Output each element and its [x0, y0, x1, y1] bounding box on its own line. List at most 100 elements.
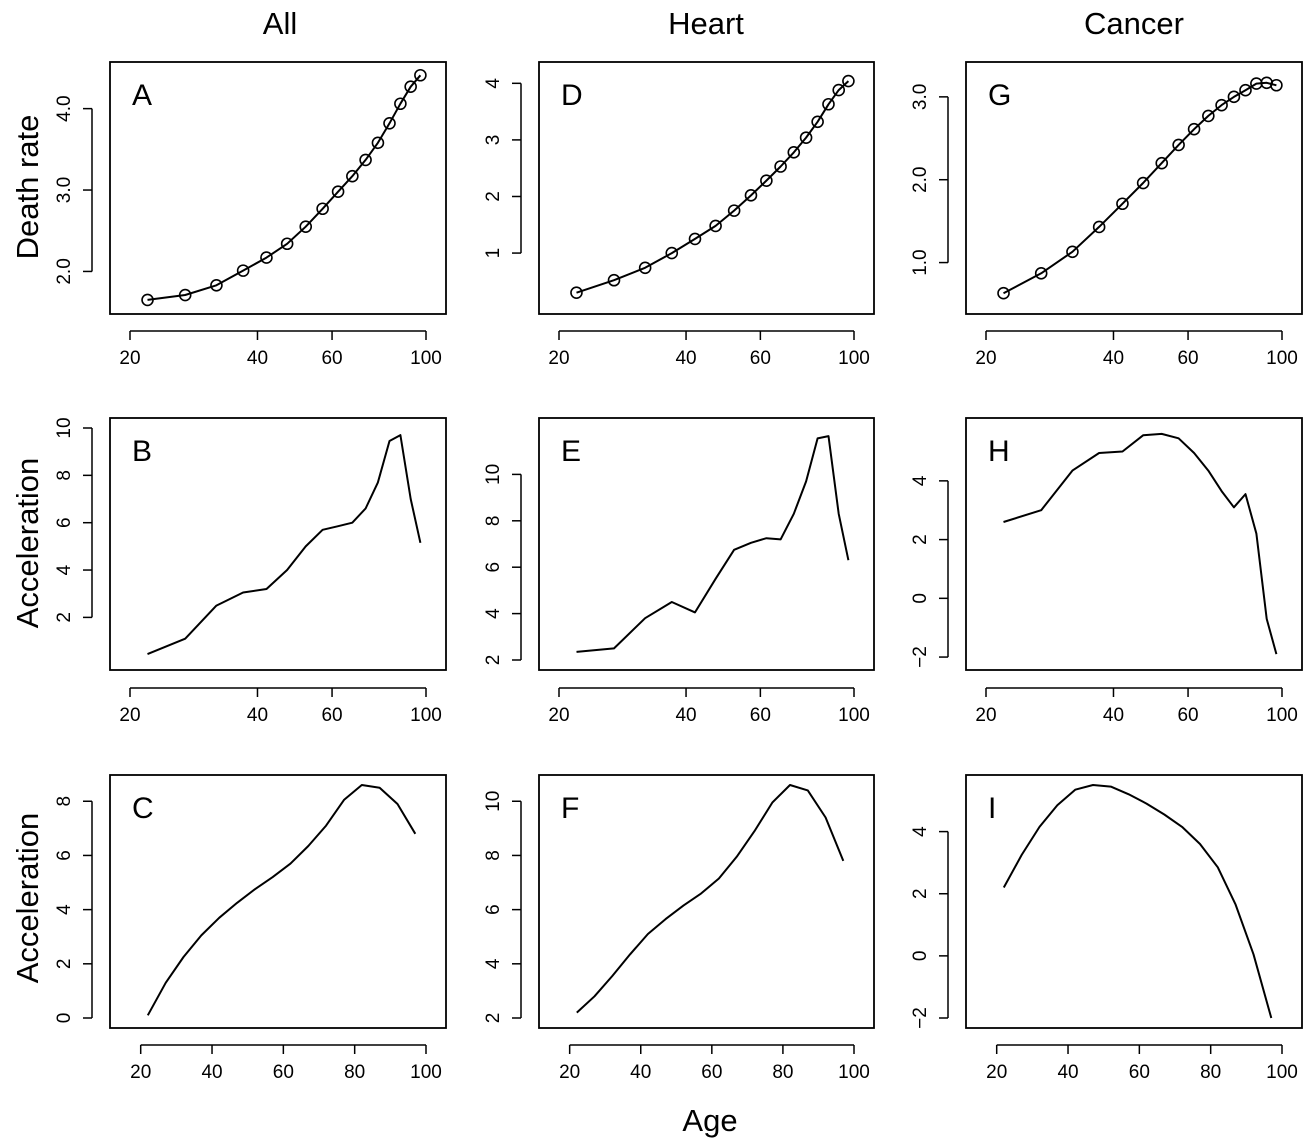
panel-e: 20 40 60 100 2 4 6 8 10 E	[483, 417, 875, 726]
plot-frame-c	[109, 774, 447, 1029]
x-tick-label-c: 80	[344, 1062, 365, 1083]
y-tick-label-d: 4	[483, 78, 504, 89]
x-tick-label-f: 40	[630, 1062, 651, 1083]
data-point-a	[316, 202, 329, 216]
y-tick-label-c: 8	[54, 796, 75, 807]
data-point-d	[842, 74, 855, 88]
y-tick-label-d: 3	[483, 135, 504, 146]
data-point-g	[1187, 122, 1201, 136]
series-line-g	[1003, 81, 1277, 295]
plot-frame-f	[538, 774, 875, 1029]
panel-g: 20 40 60 100 1.0 2.0 3.0 G	[910, 61, 1303, 369]
panel-letter-c: C	[132, 792, 154, 825]
y-tick-label-c: 0	[54, 1013, 75, 1024]
plot-frame-d	[538, 61, 875, 315]
x-tick-label-e: 100	[838, 705, 870, 726]
y-tick-label-b: 6	[54, 517, 75, 528]
x-tick-label-a: 20	[119, 348, 140, 369]
y-tick-label-a: 2.0	[54, 258, 75, 284]
data-point-d	[811, 115, 824, 129]
y-tick-label-i: 4	[910, 826, 931, 837]
x-tick-label-d: 60	[750, 348, 771, 369]
data-point-g	[1172, 138, 1185, 152]
data-point-a	[178, 288, 192, 302]
y-tick-label-e: 10	[483, 464, 504, 485]
data-point-d	[787, 146, 801, 159]
x-tick-label-e: 20	[548, 705, 569, 726]
data-point-g	[1116, 197, 1129, 211]
y-tick-label-f: 4	[483, 958, 504, 969]
data-point-a	[394, 97, 407, 111]
data-point-a	[210, 278, 223, 292]
x-tick-label-i: 80	[1200, 1062, 1221, 1083]
x-tick-label-h: 20	[975, 705, 996, 726]
x-tick-label-d: 100	[838, 348, 870, 369]
y-tick-label-b: 8	[54, 470, 75, 481]
panel-b: 20 40 60 100 2 4 6 8 10 B	[54, 417, 447, 726]
series-line-f	[576, 784, 845, 1014]
panel-letter-g: G	[988, 79, 1011, 112]
x-tick-label-a: 60	[321, 348, 342, 369]
x-tick-label-h: 60	[1177, 705, 1198, 726]
panel-f: 20 40 60 80 100 2 4 6 8 10 F	[483, 774, 875, 1083]
data-point-a	[383, 116, 396, 130]
series-line-c	[146, 784, 417, 1016]
plot-frame-i	[965, 774, 1303, 1029]
y-tick-label-d: 1	[483, 248, 504, 259]
data-point-g	[1239, 83, 1252, 97]
data-point-g	[1270, 78, 1283, 92]
panel-letter-i: I	[988, 792, 996, 825]
data-point-d	[744, 189, 758, 202]
data-point-d	[665, 246, 679, 260]
y-tick-label-f: 6	[483, 904, 504, 915]
plot-frame-e	[538, 417, 875, 671]
y-tick-label-a: 3.0	[54, 177, 75, 203]
row-label-acceleration-1: Acceleration	[10, 458, 45, 629]
y-tick-label-b: 10	[54, 417, 75, 438]
y-tick-label-h: 4	[910, 475, 931, 486]
x-tick-label-h: 100	[1266, 705, 1298, 726]
x-tick-label-b: 60	[321, 705, 342, 726]
data-point-g	[1066, 245, 1079, 259]
data-point-a	[359, 153, 372, 167]
y-tick-label-f: 10	[483, 791, 504, 812]
panel-a: 20 40 60 100 2.0 3.0 4.0 A	[54, 61, 447, 369]
panel-letter-a: A	[132, 79, 152, 112]
x-tick-label-c: 60	[273, 1062, 294, 1083]
y-tick-label-g: 1.0	[910, 249, 931, 275]
x-tick-label-f: 60	[701, 1062, 722, 1083]
x-tick-label-e: 60	[750, 705, 771, 726]
x-tick-label-i: 100	[1266, 1062, 1298, 1083]
y-tick-label-i: 2	[910, 888, 931, 899]
plot-frame-g	[965, 61, 1303, 315]
y-tick-label-i: 0	[910, 951, 931, 962]
x-tick-label-g: 60	[1177, 348, 1198, 369]
data-point-a	[141, 293, 154, 307]
x-tick-label-e: 40	[675, 705, 696, 726]
series-line-d	[576, 80, 850, 294]
x-tick-label-c: 20	[130, 1062, 151, 1083]
column-title-heart: Heart	[668, 6, 744, 41]
data-point-a	[331, 185, 345, 198]
panel-letter-h: H	[988, 435, 1010, 468]
row-label-death-rate: Death rate	[10, 115, 45, 260]
x-tick-label-c: 40	[201, 1062, 222, 1083]
y-tick-label-f: 8	[483, 850, 504, 861]
data-point-g	[1155, 156, 1169, 170]
x-tick-label-i: 20	[986, 1062, 1007, 1083]
series-line-a	[147, 74, 422, 301]
y-tick-label-h: 2	[910, 534, 931, 545]
data-point-a	[371, 136, 385, 150]
x-axis-label: Age	[682, 1103, 737, 1138]
column-title-all: All	[263, 6, 297, 41]
y-tick-label-e: 8	[483, 516, 504, 527]
data-point-g	[1092, 220, 1106, 234]
x-tick-label-b: 40	[247, 705, 268, 726]
row-label-acceleration-2: Acceleration	[10, 813, 45, 984]
column-title-cancer: Cancer	[1084, 6, 1184, 41]
y-tick-label-g: 3.0	[910, 84, 931, 110]
data-point-g	[1136, 176, 1150, 190]
data-point-a	[280, 237, 294, 251]
